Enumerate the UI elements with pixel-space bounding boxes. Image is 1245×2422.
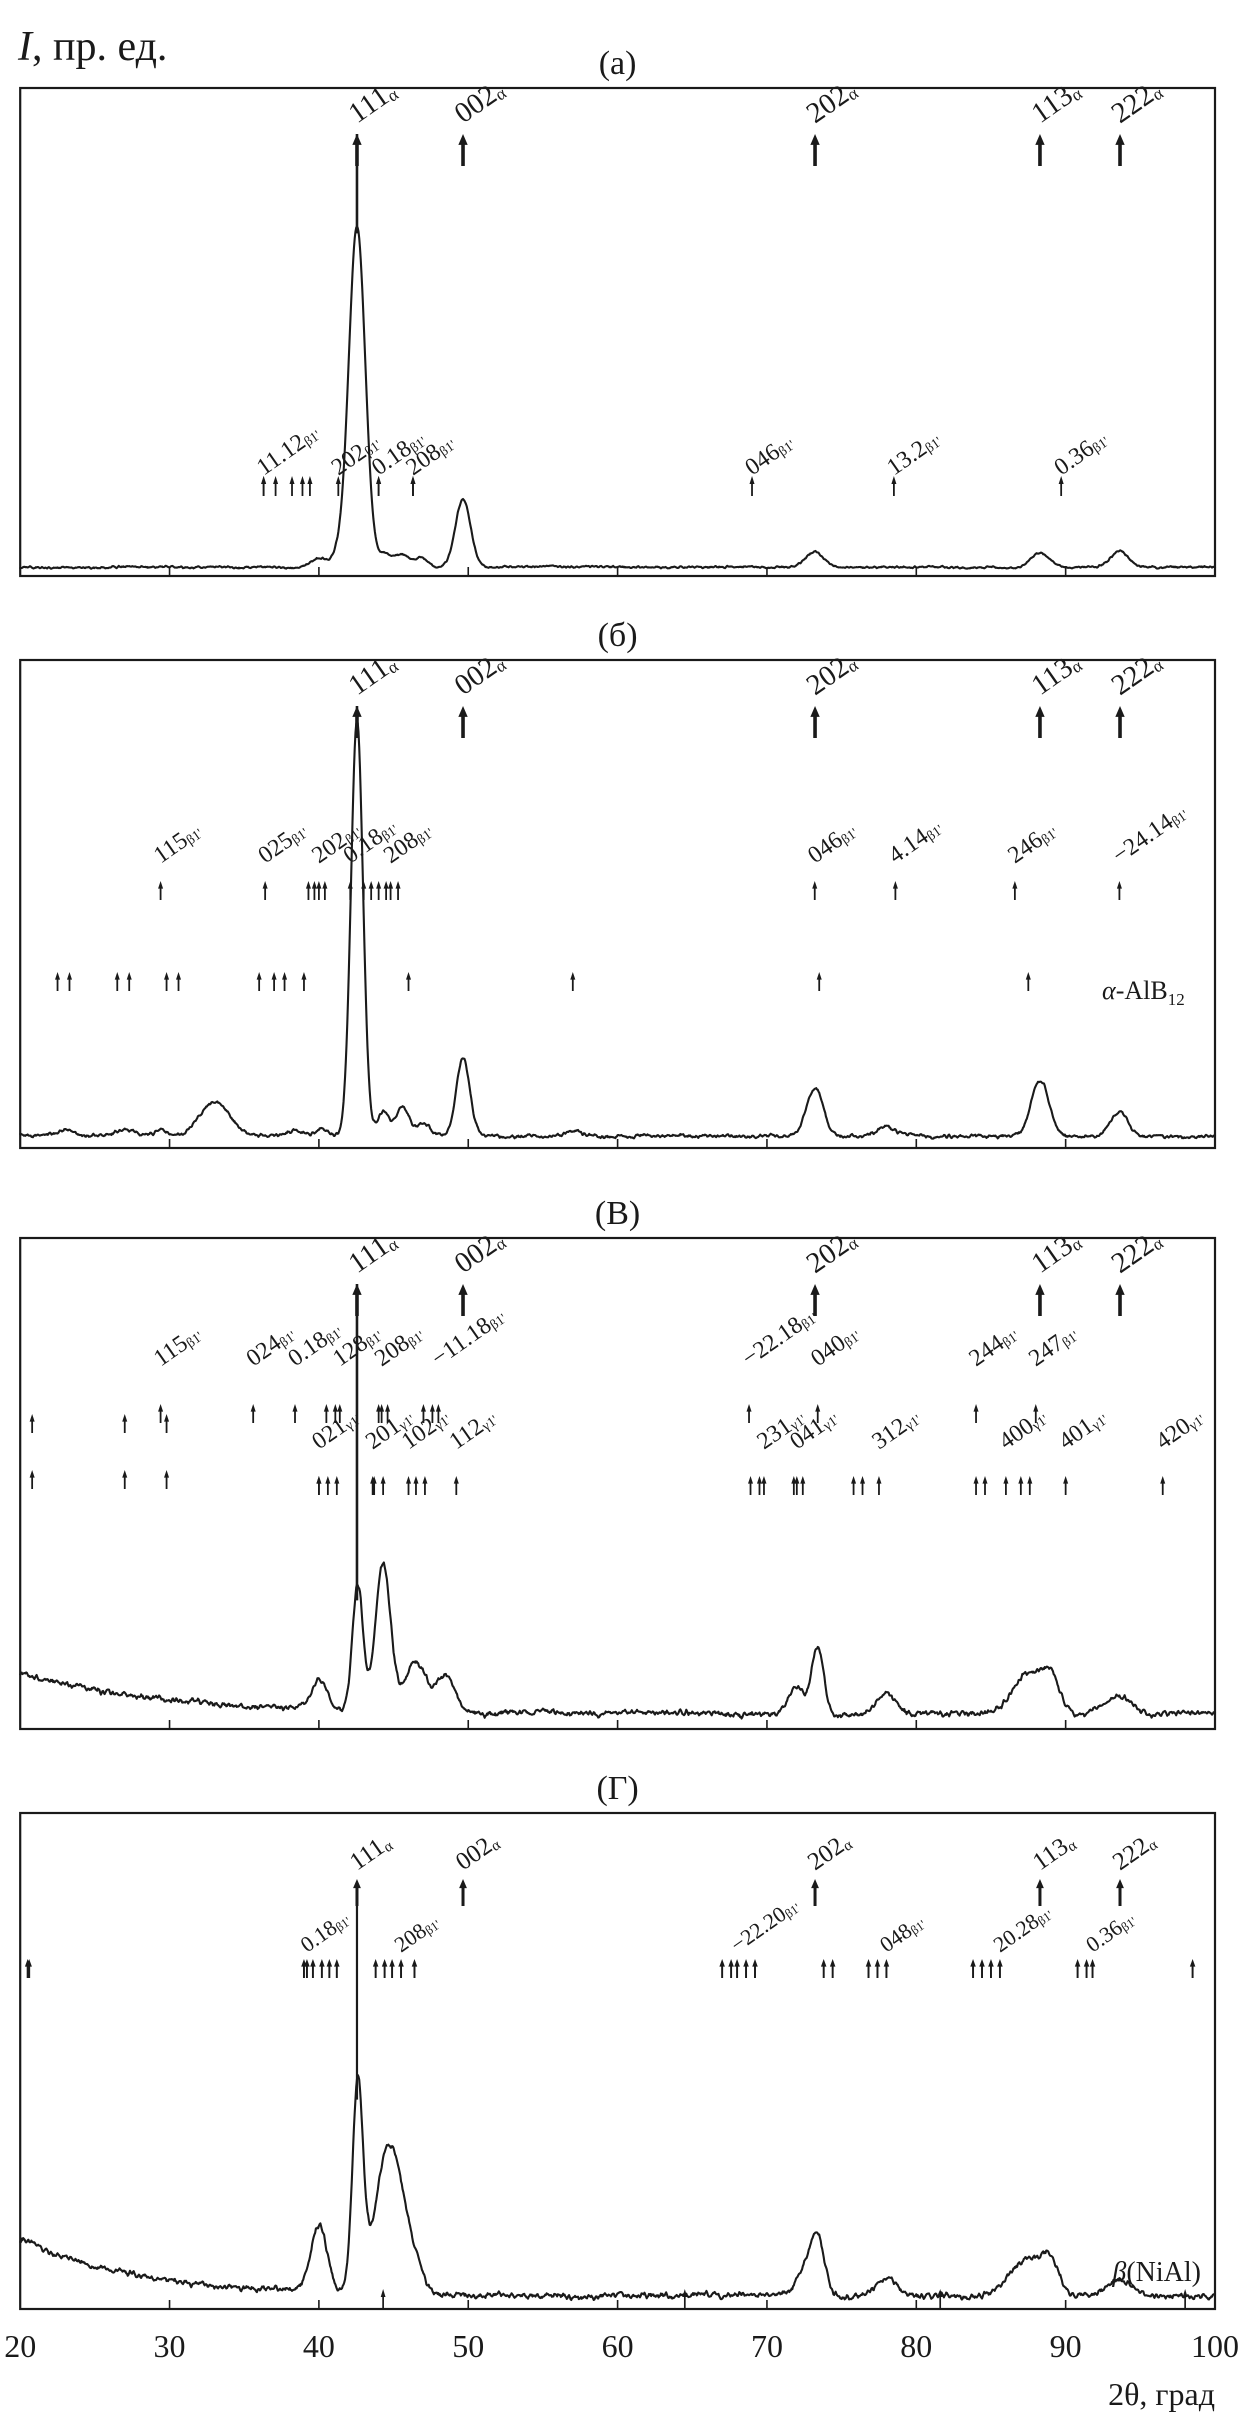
svg-text:β(NiAl): β(NiAl) [1111,2257,1201,2288]
svg-text:30: 30 [154,2328,186,2364]
svg-text:(Г): (Г) [596,1770,638,1807]
svg-text:50: 50 [452,2328,484,2364]
svg-text:80: 80 [900,2328,932,2364]
svg-text:(В): (В) [595,1195,640,1232]
svg-text:(б): (б) [598,617,638,654]
svg-text:100: 100 [1191,2328,1239,2364]
svg-text:2θ, град: 2θ, град [1108,2376,1215,2412]
svg-text:70: 70 [751,2328,783,2364]
svg-text:(a): (a) [599,45,637,82]
svg-text:I, пр. ед.: I, пр. ед. [17,24,167,70]
svg-text:90: 90 [1050,2328,1082,2364]
svg-text:40: 40 [303,2328,335,2364]
svg-text:60: 60 [602,2328,634,2364]
svg-text:20: 20 [4,2328,36,2364]
